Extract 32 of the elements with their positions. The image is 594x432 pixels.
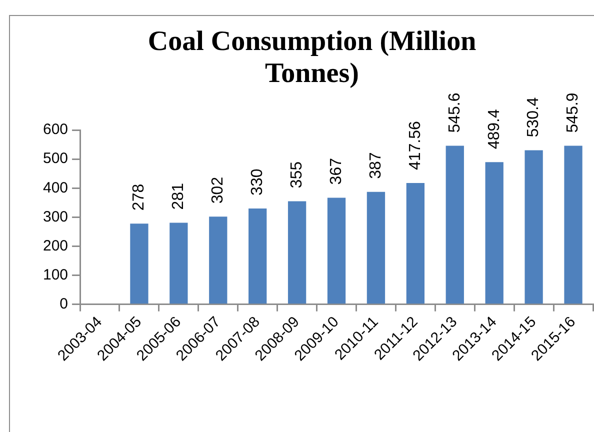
data-label: 302 (210, 176, 227, 204)
bar (248, 208, 267, 304)
data-label: 545.9 (564, 92, 582, 133)
data-label: 355 (288, 161, 306, 188)
y-tick-label: 200 (42, 237, 68, 254)
data-label: 489.4 (486, 108, 503, 150)
bar (288, 201, 306, 304)
y-tick-label: 500 (42, 150, 68, 168)
y-tick-label: 0 (60, 295, 68, 312)
bar (130, 224, 148, 304)
data-label: 367 (328, 158, 345, 185)
bar (564, 146, 582, 304)
data-label: 330 (249, 168, 266, 196)
bar (170, 222, 188, 304)
y-tick-label: 100 (42, 266, 68, 284)
bar (366, 192, 386, 304)
bar (327, 198, 346, 304)
bar (209, 216, 228, 304)
bar (446, 146, 464, 304)
y-tick-label: 300 (42, 208, 68, 226)
chart-title: Coal Consumption (Million Tonnes) (148, 26, 477, 89)
data-label: 545.6 (446, 92, 464, 133)
bar (524, 150, 543, 304)
y-tick-label: 600 (42, 121, 68, 138)
data-label: 530.4 (525, 97, 542, 138)
data-label: 281 (170, 182, 188, 210)
data-label: 417.56 (406, 120, 424, 170)
bar (485, 162, 504, 304)
data-label: 278 (130, 184, 148, 211)
y-tick-label: 400 (42, 179, 68, 196)
data-label: 387 (367, 152, 384, 179)
bar (406, 183, 425, 304)
